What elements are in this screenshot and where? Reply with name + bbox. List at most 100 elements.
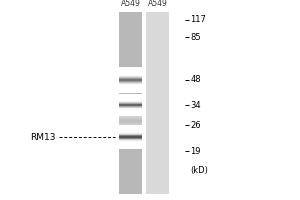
Bar [119, 77, 142, 78]
Bar [119, 94, 142, 95]
Text: 34: 34 [190, 100, 201, 110]
Bar [119, 114, 142, 115]
Bar [119, 126, 142, 127]
Bar [119, 84, 142, 85]
Bar [119, 131, 142, 132]
Bar [119, 95, 142, 96]
Bar [119, 67, 142, 68]
Bar [119, 116, 142, 117]
Bar [119, 115, 142, 116]
Bar [119, 111, 142, 112]
Bar [119, 90, 142, 91]
Bar [119, 139, 142, 140]
Bar [119, 72, 142, 73]
Bar [119, 131, 142, 132]
Bar [119, 105, 142, 106]
Bar [119, 83, 142, 84]
Bar [119, 122, 142, 123]
Bar [119, 89, 142, 90]
Bar [119, 86, 142, 87]
Bar [119, 111, 142, 112]
Bar [119, 113, 142, 114]
Bar [119, 130, 142, 131]
Bar [119, 129, 142, 130]
Bar [119, 75, 142, 76]
Bar [119, 147, 142, 148]
Bar [119, 148, 142, 149]
Bar [119, 132, 142, 133]
Bar [119, 145, 142, 146]
Bar [119, 110, 142, 111]
Text: A549: A549 [148, 0, 167, 8]
Bar [119, 146, 142, 147]
Bar [119, 97, 142, 98]
Bar [119, 125, 142, 126]
Bar [119, 129, 142, 130]
Bar [119, 125, 142, 126]
Text: A549: A549 [121, 0, 140, 8]
Text: 117: 117 [190, 16, 206, 24]
Bar [119, 92, 142, 93]
Text: 48: 48 [190, 75, 201, 84]
Bar [119, 104, 142, 105]
Bar [119, 99, 142, 100]
Bar [119, 96, 142, 97]
Bar [119, 68, 142, 69]
Bar [119, 103, 142, 104]
Bar [119, 80, 142, 81]
Bar [119, 74, 142, 75]
Bar [119, 102, 142, 103]
Bar [119, 124, 142, 125]
Bar [119, 136, 142, 137]
Bar [119, 121, 142, 122]
Text: 19: 19 [190, 146, 201, 156]
Bar [119, 91, 142, 92]
Text: 26: 26 [190, 120, 201, 130]
Bar [119, 127, 142, 128]
Bar [119, 144, 142, 145]
Bar [119, 71, 142, 72]
Text: 85: 85 [190, 32, 201, 42]
Bar [119, 106, 142, 107]
Text: (kD): (kD) [190, 166, 208, 176]
Bar [119, 143, 142, 144]
Bar [119, 118, 142, 119]
Bar [119, 137, 142, 138]
Text: RM13: RM13 [30, 132, 56, 142]
Bar [146, 12, 169, 194]
Bar [119, 123, 142, 124]
Bar [119, 98, 142, 99]
Bar [119, 140, 142, 141]
Bar [119, 12, 142, 194]
Bar [119, 135, 142, 136]
Bar [119, 79, 142, 80]
Bar [119, 115, 142, 116]
Bar [119, 101, 142, 102]
Bar [119, 69, 142, 70]
Bar [119, 85, 142, 86]
Bar [119, 117, 142, 118]
Bar [119, 70, 142, 71]
Bar [119, 87, 142, 88]
Bar [119, 81, 142, 82]
Bar [119, 100, 142, 101]
Bar [119, 130, 142, 131]
Bar [119, 112, 142, 113]
Bar [119, 141, 142, 142]
Bar [119, 113, 142, 114]
Bar [119, 128, 142, 129]
Bar [119, 126, 142, 127]
Bar [119, 112, 142, 113]
Bar [119, 107, 142, 108]
Bar [119, 127, 142, 128]
Bar [119, 109, 142, 110]
Bar [119, 120, 142, 121]
Bar [119, 132, 142, 133]
Bar [119, 76, 142, 77]
Bar [119, 114, 142, 115]
Bar [119, 82, 142, 83]
Bar [119, 138, 142, 139]
Bar [119, 134, 142, 135]
Bar [119, 119, 142, 120]
Bar [119, 73, 142, 74]
